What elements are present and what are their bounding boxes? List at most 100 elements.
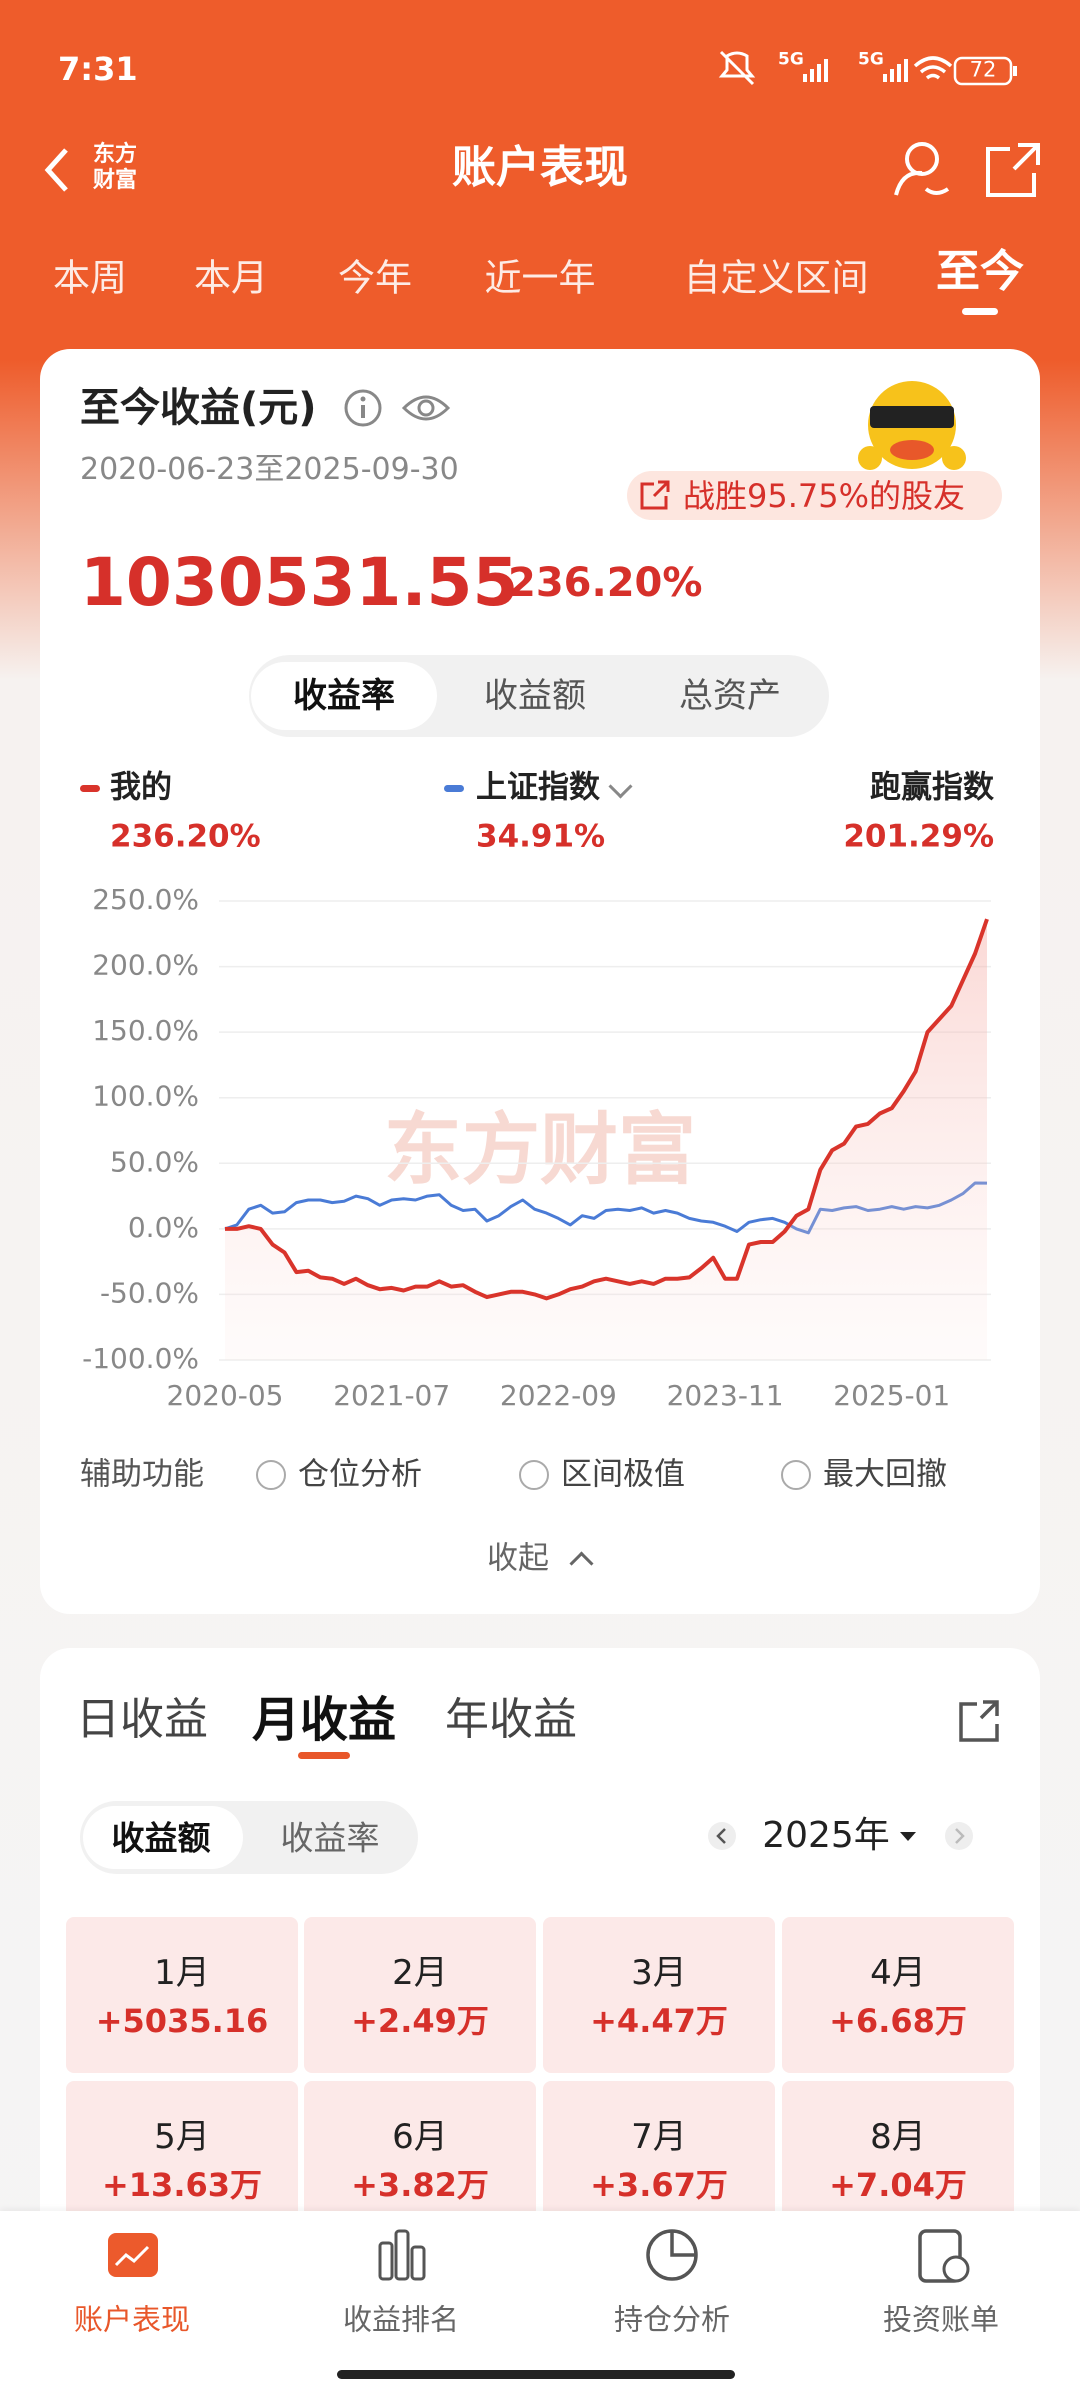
legend-swatch	[444, 785, 464, 792]
nav-item[interactable]: 持仓分析	[613, 2302, 731, 2337]
month-value: +7.04万	[829, 2166, 967, 2204]
x-tick-label: 2020-05	[167, 1379, 284, 1412]
month-value: +5035.16	[95, 2002, 269, 2040]
month-label: 7月	[631, 2117, 687, 2157]
month-label: 4月	[870, 1953, 926, 1993]
segment[interactable]: 收益率	[293, 676, 395, 716]
period-tab[interactable]: 本周	[53, 256, 127, 300]
period-tab[interactable]: 本月	[194, 256, 268, 300]
share-icon[interactable]	[955, 1696, 1005, 1746]
summary-card	[40, 349, 1040, 1614]
y-tick-label: -100.0%	[82, 1342, 199, 1375]
x-tick-label: 2022-09	[500, 1379, 617, 1412]
badge-icon	[640, 480, 670, 510]
tool-option[interactable]: 最大回撤	[823, 1456, 947, 1493]
summary-title: 至今收益(元)	[80, 385, 317, 431]
status-time: 7:31	[58, 50, 138, 88]
back-button[interactable]	[30, 140, 90, 200]
segment[interactable]: 总资产	[679, 676, 781, 716]
collapse[interactable]: 收起	[487, 1540, 549, 1577]
radio	[256, 1460, 286, 1490]
month-value: +3.67万	[590, 2166, 728, 2204]
badge	[627, 471, 1002, 520]
period-tab[interactable]: 近一年	[484, 256, 596, 300]
radio	[781, 1460, 811, 1490]
legend-name: 我的	[110, 769, 172, 806]
profit-tab[interactable]: 日收益	[76, 1694, 208, 1745]
chart: 东方财富 -100.0% -50.0% 0.0% 50.0% 100.0% 150.0% 20…	[82, 883, 991, 1412]
month-cell	[782, 1917, 1014, 2073]
y-tick-label: 0.0%	[128, 1211, 199, 1244]
home-indicator	[337, 2370, 735, 2379]
signal-label: 5G	[778, 49, 804, 70]
toggle-option[interactable]: 收益率	[280, 1818, 380, 1858]
month-value: +6.68万	[829, 2002, 967, 2040]
tool-option[interactable]: 区间极值	[561, 1456, 685, 1493]
toggle-active-pill	[83, 1806, 243, 1869]
area	[225, 919, 987, 1360]
y-tick-label: -50.0%	[100, 1276, 199, 1309]
y-tick-label: 150.0%	[92, 1014, 199, 1047]
year-selector-icons[interactable]	[700, 1814, 990, 1858]
month-label: 5月	[154, 2117, 210, 2157]
total-amount: 1030531.55	[80, 544, 519, 621]
year[interactable]: 2025年	[762, 1815, 890, 1856]
profit-tab-underline	[298, 1752, 350, 1759]
mascot	[858, 381, 966, 470]
period-tab[interactable]: 自定义区间	[683, 256, 869, 300]
legend-swatch	[80, 785, 100, 792]
header-icons[interactable]	[890, 135, 1060, 205]
month-label: 2月	[392, 1953, 448, 1993]
watermark: 东方财富	[384, 1105, 696, 1195]
month-value: +4.47万	[590, 2002, 728, 2040]
segment[interactable]: 收益额	[484, 676, 586, 716]
month-label: 3月	[631, 1953, 687, 1993]
toggle-option[interactable]: 收益额	[111, 1818, 211, 1858]
page-title: 账户表现	[452, 142, 628, 193]
nav-icons	[108, 2229, 970, 2283]
profit-tab[interactable]: 年收益	[445, 1694, 577, 1745]
legend-value: 201.29%	[843, 818, 994, 855]
x-tick-label: 2025-01	[833, 1379, 950, 1412]
month-label: 1月	[154, 1953, 210, 1993]
segment-active-pill	[251, 662, 437, 730]
date-range: 2020-06-23至2025-09-30	[80, 452, 459, 487]
badge-text: 战胜95.75%的股友	[683, 477, 966, 515]
period-tab[interactable]: 至今	[936, 246, 1024, 297]
status-icons	[718, 50, 1017, 86]
month-value: +3.82万	[351, 2166, 489, 2204]
nav-item[interactable]: 投资账单	[882, 2302, 1000, 2337]
legend-name: 跑赢指数	[870, 769, 994, 806]
bottom-nav	[0, 2211, 1080, 2400]
month-value: +13.63万	[101, 2166, 263, 2204]
info-eye-icons[interactable]	[340, 385, 460, 431]
month-value: +2.49万	[351, 2002, 489, 2040]
y-tick-label: 100.0%	[92, 1080, 199, 1113]
y-tick-label: 200.0%	[92, 949, 199, 982]
nav-item[interactable]: 收益排名	[342, 2302, 460, 2337]
series-line	[225, 918, 989, 1301]
legend-value: 34.91%	[476, 818, 606, 855]
month-cell	[543, 1917, 775, 2073]
y-tick-label: 50.0%	[110, 1145, 199, 1178]
signal-label: 5G	[858, 49, 884, 70]
x-tick-label: 2021-07	[333, 1379, 450, 1412]
logo: 东方	[92, 142, 138, 167]
tools-title: 辅助功能	[80, 1456, 204, 1493]
month-label: 8月	[870, 2117, 926, 2157]
month-cell	[66, 1917, 298, 2073]
legend-value: 236.20%	[110, 818, 261, 855]
period-tab[interactable]: 今年	[338, 256, 412, 300]
logo: 财富	[92, 168, 138, 193]
y-tick-label: 250.0%	[92, 883, 199, 916]
x-tick-label: 2023-11	[667, 1379, 784, 1412]
tool-option[interactable]: 仓位分析	[298, 1456, 422, 1493]
legend-name[interactable]: 上证指数	[476, 769, 600, 806]
total-rate: 236.20%	[508, 560, 703, 606]
radio	[519, 1460, 549, 1490]
profit-tab[interactable]: 月收益	[251, 1692, 397, 1748]
battery-level: 72	[969, 57, 997, 82]
nav-item[interactable]: 账户表现	[73, 2302, 191, 2337]
tab-underline	[962, 308, 998, 315]
